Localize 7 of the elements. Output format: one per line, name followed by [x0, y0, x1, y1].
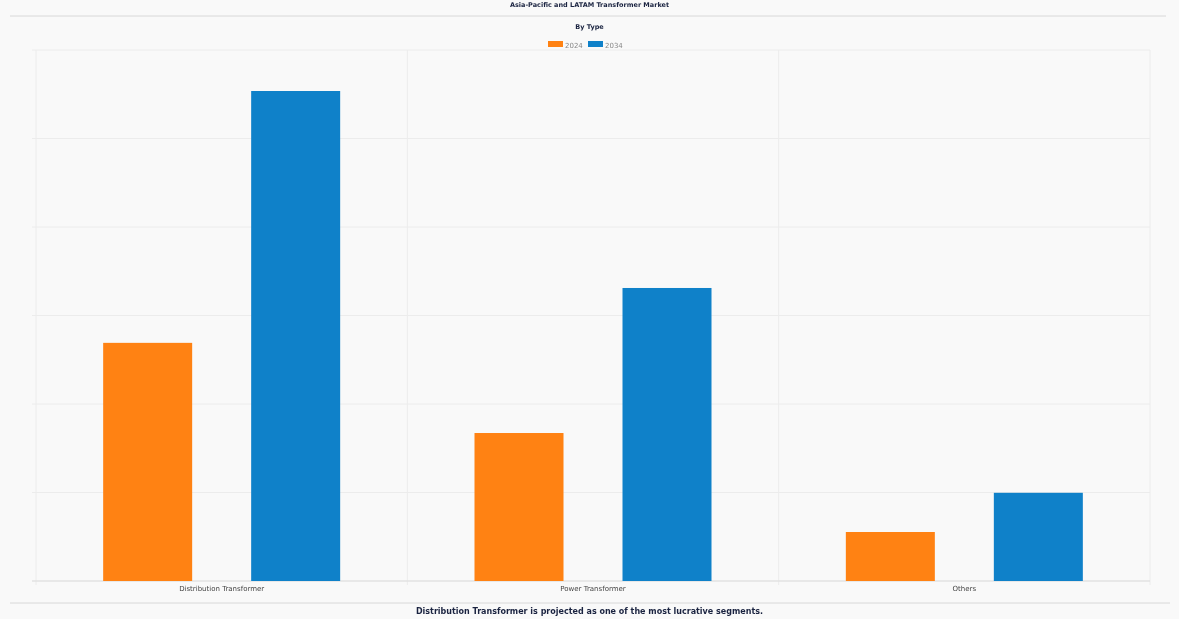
bar: [474, 433, 564, 581]
text: Distribution Transformer is projected as one of the most lucrative segments.: [415, 607, 764, 616]
bar: [622, 287, 712, 581]
bar: [845, 532, 935, 581]
bar: [251, 91, 341, 581]
bar: [993, 492, 1083, 581]
bar: [103, 342, 193, 581]
